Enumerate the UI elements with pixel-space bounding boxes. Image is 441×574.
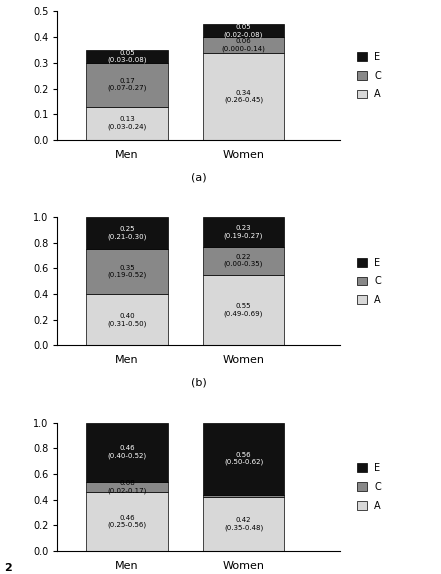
Legend: E, C, A: E, C, A <box>353 254 385 309</box>
Text: (b): (b) <box>191 378 206 387</box>
Bar <box>86 63 168 107</box>
Bar <box>86 50 168 63</box>
Legend: E, C, A: E, C, A <box>353 48 385 103</box>
Bar <box>203 275 284 346</box>
Bar <box>203 24 284 37</box>
Text: 0.13
(0.03-0.24): 0.13 (0.03-0.24) <box>108 117 147 130</box>
Text: 0.06
(0.000-0.14): 0.06 (0.000-0.14) <box>222 38 265 52</box>
Text: 0.40
(0.31-0.50): 0.40 (0.31-0.50) <box>108 313 147 327</box>
Bar <box>86 482 168 492</box>
Bar <box>86 217 168 249</box>
Bar <box>86 422 168 482</box>
Text: 0.42
(0.35-0.48): 0.42 (0.35-0.48) <box>224 517 263 531</box>
Bar <box>203 53 284 140</box>
Bar <box>203 247 284 275</box>
Text: 0.56
(0.50-0.62): 0.56 (0.50-0.62) <box>224 452 263 466</box>
Text: 0.05
(0.02-0.08): 0.05 (0.02-0.08) <box>224 24 263 37</box>
Text: 0.25
(0.21-0.30): 0.25 (0.21-0.30) <box>108 226 147 240</box>
Bar <box>86 294 168 346</box>
Bar <box>203 495 284 497</box>
Bar <box>203 422 284 495</box>
Text: 0.23
(0.19-0.27): 0.23 (0.19-0.27) <box>224 225 263 239</box>
Bar <box>203 217 284 247</box>
Legend: E, C, A: E, C, A <box>353 459 385 514</box>
Text: 0.55
(0.49-0.69): 0.55 (0.49-0.69) <box>224 304 263 317</box>
Bar <box>203 497 284 551</box>
Bar <box>86 249 168 294</box>
Text: 0.35
(0.19-0.52): 0.35 (0.19-0.52) <box>108 265 147 278</box>
Bar <box>86 492 168 551</box>
Text: 0.46
(0.25-0.56): 0.46 (0.25-0.56) <box>108 515 147 528</box>
Text: 0.08
(0.02-0.17): 0.08 (0.02-0.17) <box>108 480 147 494</box>
Text: 0.34
(0.26-0.45): 0.34 (0.26-0.45) <box>224 90 263 103</box>
Bar <box>203 37 284 53</box>
Text: 0.46
(0.40-0.52): 0.46 (0.40-0.52) <box>108 445 147 459</box>
Text: (a): (a) <box>191 172 206 182</box>
Bar <box>86 107 168 140</box>
Text: 0.22
(0.00-0.35): 0.22 (0.00-0.35) <box>224 254 263 267</box>
Text: 2: 2 <box>4 563 12 573</box>
Text: 0.17
(0.07-0.27): 0.17 (0.07-0.27) <box>108 78 147 91</box>
Text: 0.05
(0.03-0.08): 0.05 (0.03-0.08) <box>108 50 147 63</box>
